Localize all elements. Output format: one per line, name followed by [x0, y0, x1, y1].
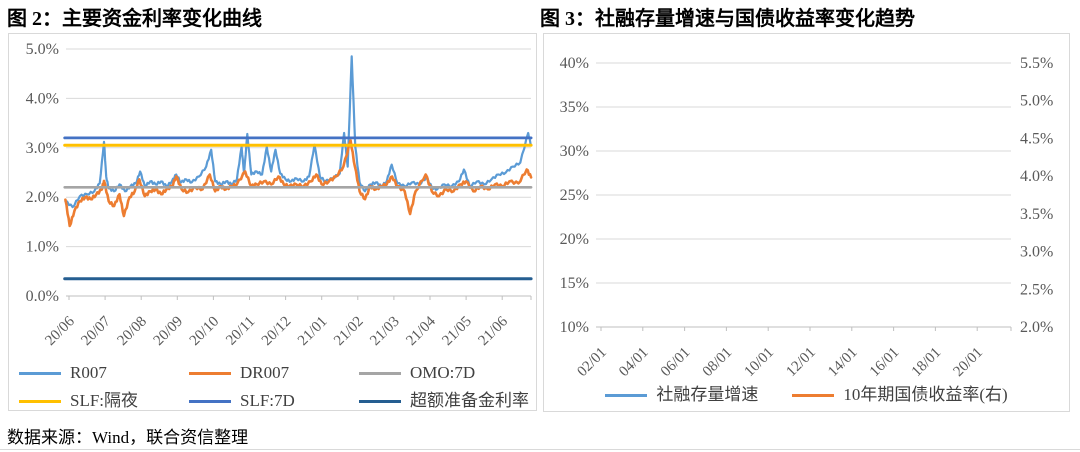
svg-text:21/04: 21/04 — [403, 313, 439, 349]
legend-label: 10年期国债收益率(右) — [843, 385, 1008, 404]
legend-label: DR007 — [240, 363, 290, 382]
svg-text:18/01: 18/01 — [909, 345, 944, 380]
svg-text:20/01: 20/01 — [951, 345, 986, 380]
legend-label: OMO:7D — [410, 363, 476, 382]
svg-text:21/05: 21/05 — [439, 314, 474, 349]
legend-item-cgb-10y-yield: 10年期国债收益率(右) — [792, 385, 1008, 405]
figure2-title: 图 2：主要资金利率变化曲线 — [7, 8, 262, 30]
legend-label: 社融存量增速 — [656, 385, 759, 404]
svg-text:20/09: 20/09 — [151, 314, 186, 349]
svg-text:10%: 10% — [560, 319, 589, 336]
data-source-note: 数据来源：Wind，联合资信整理 — [7, 428, 249, 447]
legend-line-swatch — [605, 393, 648, 397]
svg-text:5.0%: 5.0% — [26, 41, 59, 58]
svg-text:14/01: 14/01 — [825, 345, 860, 380]
svg-text:20/12: 20/12 — [259, 314, 294, 349]
figure3-title: 图 3：社融存量增速与国债收益率变化趋势 — [540, 8, 915, 30]
svg-text:20/08: 20/08 — [115, 314, 150, 349]
legend-label: 超额准备金利率 — [410, 390, 529, 410]
svg-text:4.0%: 4.0% — [26, 90, 59, 107]
svg-text:40%: 40% — [560, 55, 589, 72]
funding-rates-legend: R007 DR007 OMO:7D SLF:隔夜 SLF:7D 超额准备金利率 — [19, 363, 544, 411]
svg-text:3.0%: 3.0% — [1020, 244, 1053, 261]
legend-item-slf-overnight: SLF:隔夜 — [19, 390, 189, 411]
svg-text:15%: 15% — [560, 275, 589, 292]
legend-line-swatch — [359, 399, 401, 403]
svg-text:5.5%: 5.5% — [1020, 55, 1053, 72]
legend-item-excess-reserve-rate: 超额准备金利率 — [359, 390, 544, 411]
svg-text:2.0%: 2.0% — [26, 189, 59, 206]
funding-rates-plot: 5.0%4.0%3.0%2.0%1.0%0.0%20/06 20/07 20/08 2… — [26, 41, 533, 349]
svg-text:20%: 20% — [560, 231, 589, 248]
svg-text:12/01: 12/01 — [783, 345, 818, 380]
svg-text:21/02: 21/02 — [331, 314, 366, 349]
funding-rates-chart: 5.0% 4.0% 3.0% 2.0% 1.0% 0.0% 20/06 20/07 20/08 2… — [8, 33, 537, 411]
legend-label: SLF:7D — [240, 390, 295, 410]
svg-text:3.0%: 3.0% — [26, 140, 59, 157]
svg-text:2.5%: 2.5% — [1020, 281, 1053, 298]
legend-line-swatch — [19, 399, 61, 403]
svg-text:35%: 35% — [560, 99, 589, 116]
svg-text:16/01: 16/01 — [867, 345, 902, 380]
legend-line-swatch — [189, 371, 231, 375]
svg-text:21/06: 21/06 — [476, 313, 512, 349]
svg-text:2.0%: 2.0% — [1020, 319, 1053, 336]
tsf-vs-yield-chart: 40% 35% 30% 25% 20% 15% 10% 5.5% 5.0% 4.5% 4.0% 3.5… — [543, 33, 1070, 412]
svg-text:20/07: 20/07 — [78, 313, 114, 349]
svg-text:20/10: 20/10 — [187, 314, 222, 349]
legend-item-slf7d: SLF:7D — [189, 390, 359, 411]
tsf-vs-yield-legend: 社融存量增速 10年期国债收益率(右) — [544, 385, 1069, 405]
svg-text:4.5%: 4.5% — [1020, 130, 1053, 147]
svg-text:5.0%: 5.0% — [1020, 93, 1053, 110]
legend-item-r007: R007 — [19, 363, 189, 383]
svg-text:30%: 30% — [560, 143, 589, 160]
legend-line-swatch — [359, 371, 401, 375]
svg-text:20/06: 20/06 — [42, 313, 78, 349]
legend-label: R007 — [70, 363, 107, 382]
svg-text:21/01: 21/01 — [295, 314, 330, 349]
svg-text:10/01: 10/01 — [742, 345, 777, 380]
legend-item-tsf-growth: 社融存量增速 — [605, 385, 759, 405]
svg-text:25%: 25% — [560, 187, 589, 204]
svg-text:21/03: 21/03 — [367, 314, 402, 349]
svg-text:04/01: 04/01 — [616, 345, 651, 380]
svg-text:02/01: 02/01 — [574, 345, 609, 380]
bottom-divider — [0, 449, 1080, 450]
svg-text:0.0%: 0.0% — [26, 288, 59, 305]
svg-text:3.5%: 3.5% — [1020, 206, 1053, 223]
legend-item-dr007: DR007 — [189, 363, 359, 383]
svg-text:06/01: 06/01 — [658, 345, 693, 380]
tsf-vs-yield-plot: 40% 35% 30% 25% 20% 15% 10% 5.5% 5.0% 4.5% 4.0% 3.5… — [560, 55, 1054, 380]
svg-text:20/11: 20/11 — [223, 314, 258, 349]
svg-text:08/01: 08/01 — [700, 345, 735, 380]
legend-line-swatch — [19, 371, 61, 375]
legend-line-swatch — [792, 393, 835, 397]
svg-text:4.0%: 4.0% — [1020, 168, 1053, 185]
legend-item-omo7d: OMO:7D — [359, 363, 544, 383]
svg-text:1.0%: 1.0% — [26, 239, 59, 256]
legend-label: SLF:隔夜 — [70, 390, 139, 410]
legend-line-swatch — [189, 399, 231, 403]
